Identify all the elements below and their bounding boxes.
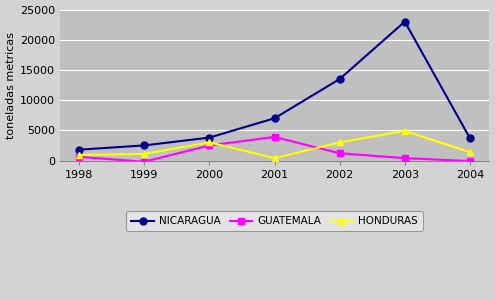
Legend: NICARAGUA, GUATEMALA, HONDURAS: NICARAGUA, GUATEMALA, HONDURAS: [126, 211, 423, 231]
Y-axis label: toneladas metricas: toneladas metricas: [5, 32, 15, 139]
